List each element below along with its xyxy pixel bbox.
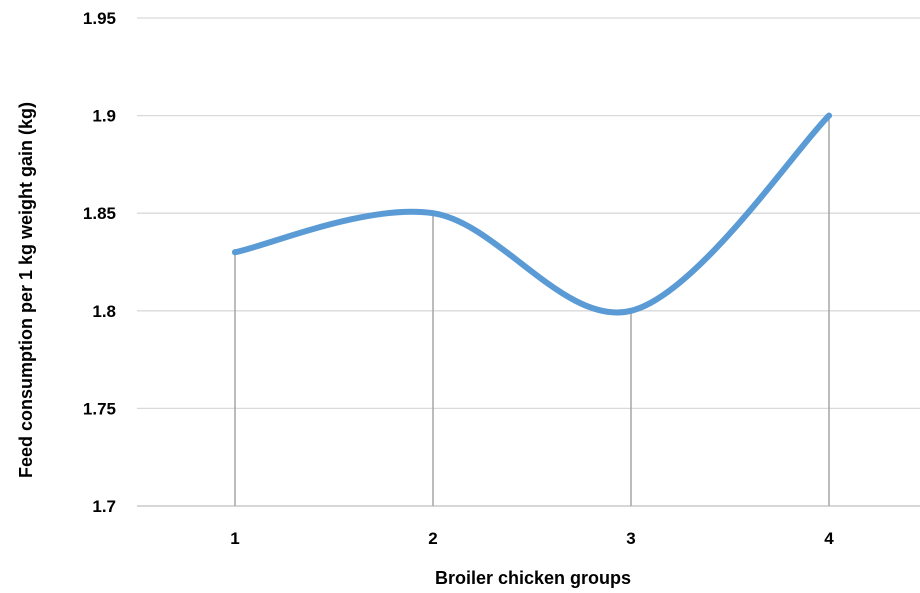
data-point <box>826 112 832 119</box>
y-tick-labels: 1.7 1.75 1.8 1.85 1.9 1.95 <box>83 9 116 516</box>
y-tick-label: 1.85 <box>83 204 116 223</box>
y-axis-title: Feed consumption per 1 kg weight gain (k… <box>16 102 36 478</box>
y-tick-label: 1.95 <box>83 9 116 28</box>
y-tick-label: 1.7 <box>92 497 116 516</box>
drop-lines <box>234 115 830 506</box>
series-layer <box>232 112 832 316</box>
x-tick-label: 1 <box>230 529 239 548</box>
series-line <box>232 112 832 316</box>
data-point <box>628 307 634 314</box>
y-tick-label: 1.75 <box>83 399 116 418</box>
x-axis-title: Broiler chicken groups <box>435 568 631 588</box>
gridlines <box>137 17 920 507</box>
x-tick-label: 4 <box>824 529 834 548</box>
y-tick-label: 1.9 <box>92 107 116 126</box>
y-tick-label: 1.8 <box>92 302 116 321</box>
x-tick-labels: 1 2 3 4 <box>230 529 834 548</box>
x-tick-label: 2 <box>428 529 437 548</box>
x-tick-label: 3 <box>626 529 635 548</box>
data-point <box>232 249 238 256</box>
data-point <box>430 210 436 217</box>
